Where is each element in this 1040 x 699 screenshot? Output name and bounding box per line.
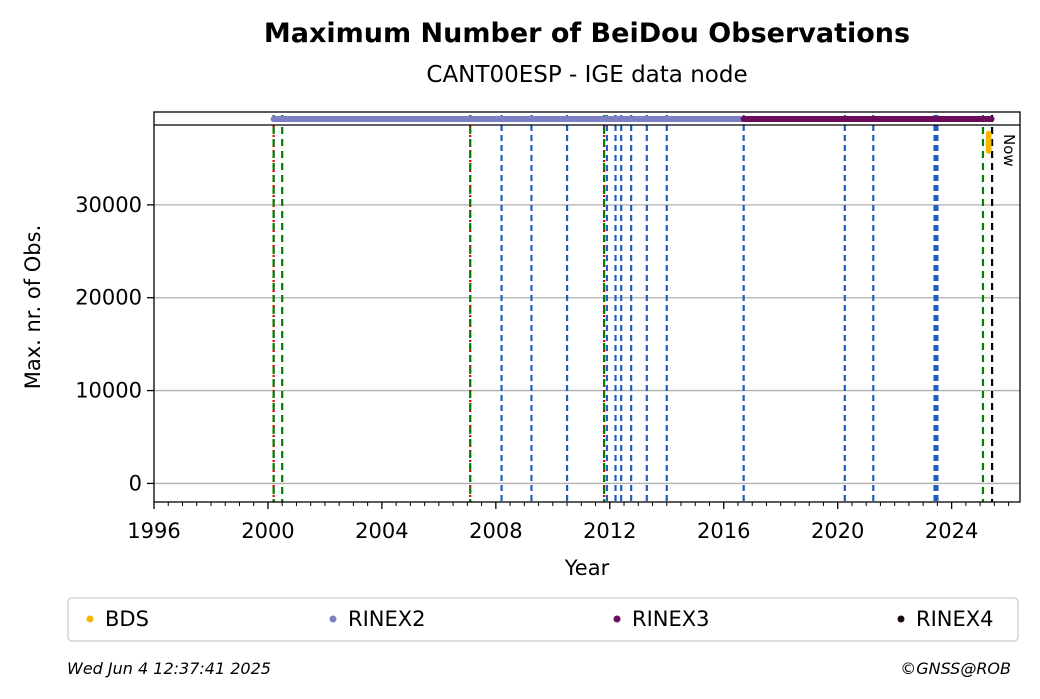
y-tick-label: 10000 xyxy=(75,379,142,403)
legend-marker-rinex4 xyxy=(897,615,905,623)
x-tick-label: 2004 xyxy=(355,519,408,543)
x-axis-label: Year xyxy=(564,556,610,580)
legend-label-rinex2: RINEX2 xyxy=(348,607,426,631)
legend-marker-bds xyxy=(86,615,94,623)
bds-points xyxy=(985,130,992,154)
legend-label-bds: BDS xyxy=(105,607,149,631)
event-lines xyxy=(272,115,994,502)
x-tick-label: 2020 xyxy=(811,519,864,543)
axis-ticks: 1996 2000 2004 2008 2012 2016 2020 2024 0 10000 20… xyxy=(75,193,1010,543)
y-tick-label: 20000 xyxy=(75,286,142,310)
legend-label-rinex4: RINEX4 xyxy=(916,607,994,631)
y-tick-label: 30000 xyxy=(75,193,142,217)
legend-label-rinex3: RINEX3 xyxy=(632,607,710,631)
x-tick-label: 2016 xyxy=(697,519,750,543)
chart-title: Maximum Number of BeiDou Observations xyxy=(264,18,910,49)
legend-marker-rinex2 xyxy=(329,615,337,623)
x-tick-label: 2012 xyxy=(583,519,636,543)
grid-lines xyxy=(154,204,1020,485)
footer-credit: ©GNSS@ROB xyxy=(900,659,1011,678)
legend-box xyxy=(67,597,1019,642)
legend-marker-rinex3 xyxy=(613,615,621,623)
chart-subtitle: CANT00ESP - IGE data node xyxy=(426,62,747,88)
x-tick-label: 2000 xyxy=(241,519,294,543)
x-tick-label: 2024 xyxy=(925,519,978,543)
y-axis-label: Max. nr. of Obs. xyxy=(21,225,45,390)
footer-timestamp: Wed Jun 4 12:37:41 2025 xyxy=(67,659,271,678)
legend: BDS RINEX2 RINEX3 RINEX4 xyxy=(86,607,994,631)
x-tick-label: 1996 xyxy=(127,519,180,543)
data-series xyxy=(270,116,995,154)
now-label: Now xyxy=(1000,134,1018,167)
y-tick-label: 0 xyxy=(129,471,142,495)
x-tick-label: 2008 xyxy=(469,519,522,543)
plot-frame xyxy=(153,111,1021,503)
